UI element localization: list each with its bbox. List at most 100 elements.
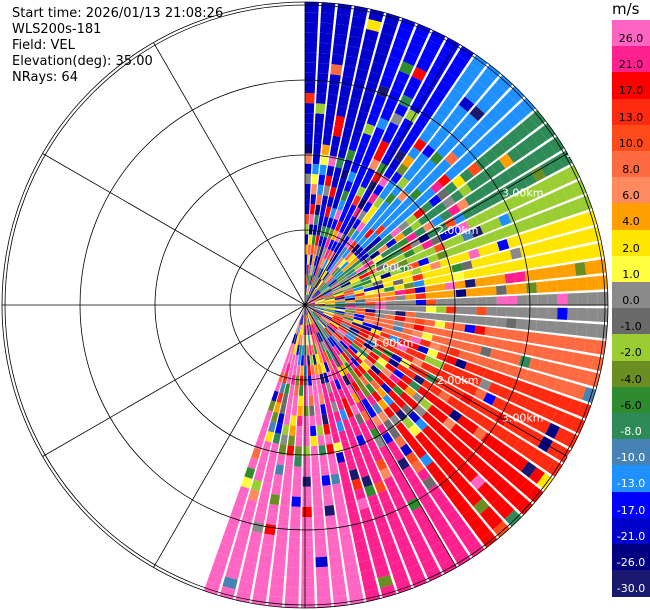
velocity-gate: [362, 283, 374, 289]
velocity-gate: [429, 341, 441, 351]
velocity-gate: [385, 344, 397, 353]
velocity-gate: [294, 324, 300, 334]
velocity-gate: [474, 523, 491, 540]
velocity-gate: [483, 64, 501, 82]
velocity-gate: [359, 443, 371, 456]
velocity-gate: [300, 314, 304, 325]
velocity-gate: [260, 543, 274, 556]
velocity-gate: [323, 185, 331, 197]
velocity-gate: [253, 583, 269, 596]
velocity-gate: [446, 246, 459, 257]
velocity-gate: [516, 204, 531, 219]
velocity-gate: [349, 468, 360, 481]
velocity-gate: [323, 272, 332, 282]
velocity-gate: [315, 414, 323, 426]
velocity-gate: [435, 549, 452, 566]
velocity-gate: [329, 336, 338, 346]
velocity-gate: [430, 166, 444, 180]
velocity-gate: [465, 315, 477, 325]
velocity-gate: [344, 291, 355, 297]
velocity-gate: [321, 341, 328, 352]
velocity-gate: [399, 391, 412, 404]
velocity-gate: [425, 97, 441, 113]
velocity-gate: [443, 484, 459, 500]
velocity-gate: [410, 267, 422, 276]
velocity-gate: [379, 331, 391, 340]
velocity-gate: [331, 318, 342, 325]
velocity-gate: [473, 442, 488, 457]
velocity-gate: [512, 455, 529, 472]
velocity-gate: [419, 398, 433, 411]
colorbar-cell: [612, 255, 650, 283]
velocity-gate: [333, 166, 342, 179]
velocity-gate: [363, 318, 374, 325]
velocity-gate: [340, 190, 350, 202]
velocity-gate: [344, 238, 354, 249]
velocity-gate: [563, 381, 577, 397]
velocity-gate: [355, 299, 366, 303]
velocity-gate: [453, 271, 465, 281]
velocity-gate: [384, 286, 395, 293]
velocity-gate: [344, 297, 356, 301]
velocity-gate: [314, 322, 321, 332]
velocity-gate: [310, 364, 315, 376]
velocity-gate: [305, 193, 311, 205]
velocity-gate: [305, 305, 312, 313]
velocity-gate: [384, 179, 397, 193]
velocity-gate: [440, 120, 455, 136]
velocity-gate: [302, 486, 312, 497]
velocity-gate: [370, 427, 381, 440]
velocity-gate: [389, 335, 401, 343]
velocity-gate: [278, 371, 285, 383]
velocity-gate: [518, 409, 533, 425]
velocity-gate: [359, 48, 374, 62]
velocity-gate: [306, 345, 310, 356]
velocity-gate: [329, 280, 339, 288]
velocity-gate: [511, 193, 525, 208]
velocity-gate: [341, 320, 352, 327]
velocity-gate: [366, 180, 378, 193]
velocity-gate: [490, 495, 508, 512]
velocity-gate: [496, 239, 510, 252]
velocity-gate: [486, 108, 503, 124]
velocity-gate: [253, 469, 265, 482]
velocity-gate: [491, 396, 506, 411]
velocity-gate: [222, 576, 238, 590]
velocity-gate: [502, 224, 516, 238]
velocity-gate: [397, 220, 410, 232]
velocity-gate: [400, 374, 413, 386]
colorbar-cell: [612, 177, 650, 204]
velocity-gate: [511, 341, 524, 354]
velocity-gate: [262, 533, 275, 546]
velocity-gate: [520, 188, 535, 204]
velocity-gate: [305, 297, 313, 305]
velocity-gate: [428, 432, 443, 446]
velocity-gate: [478, 196, 493, 211]
velocity-gate: [329, 321, 340, 328]
velocity-gate: [543, 375, 558, 390]
velocity-gate: [388, 158, 401, 171]
velocity-gate: [525, 319, 537, 331]
velocity-gate: [480, 432, 496, 447]
velocity-gate: [313, 323, 319, 333]
velocity-gate: [437, 159, 452, 173]
velocity-gate: [387, 263, 399, 272]
velocity-gate: [291, 354, 296, 365]
velocity-gate: [326, 165, 335, 177]
velocity-gate: [281, 393, 289, 405]
velocity-gate: [450, 189, 464, 203]
velocity-gate: [315, 103, 326, 115]
velocity-gate: [314, 296, 324, 302]
velocity-gate: [313, 310, 323, 317]
velocity-gate: [392, 526, 407, 541]
velocity-gate: [534, 332, 546, 346]
velocity-gate: [369, 271, 381, 279]
velocity-gate: [489, 82, 506, 100]
velocity-gate: [319, 205, 326, 217]
velocity-gate: [555, 169, 571, 187]
velocity-gate: [354, 488, 366, 501]
velocity-gate: [496, 307, 507, 317]
velocity-gate: [597, 308, 608, 323]
velocity-gate: [373, 375, 385, 387]
velocity-gate: [319, 284, 329, 292]
